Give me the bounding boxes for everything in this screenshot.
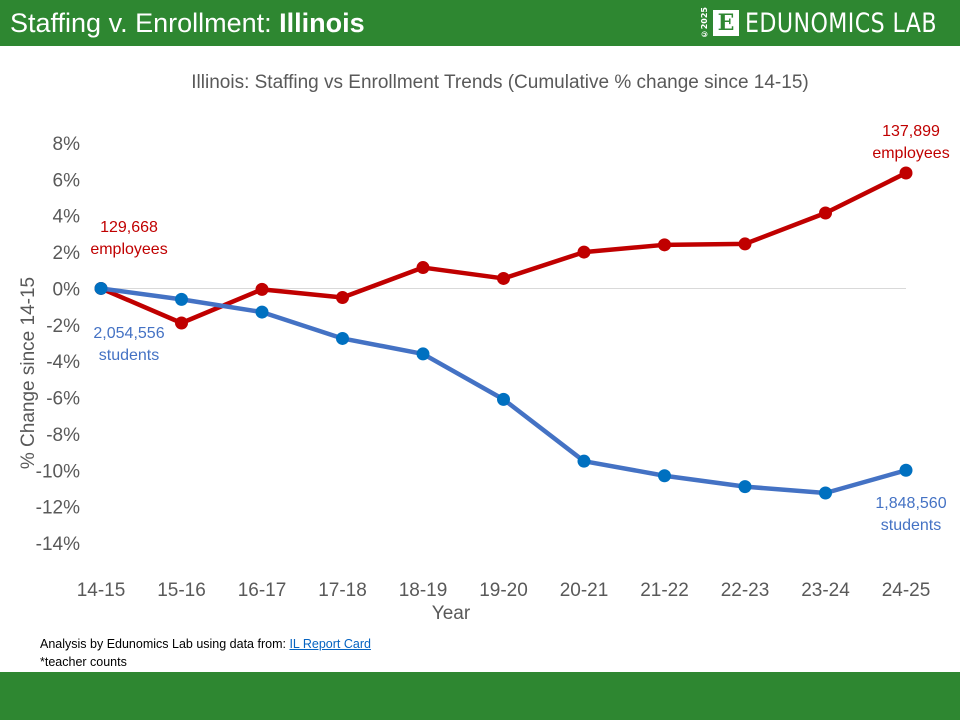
line-chart: Illinois: Staffing vs Enrollment Trends … [18,72,950,624]
y-tick-label: -4% [46,352,80,373]
source-prefix: Analysis by Edunomics Lab using data fro… [40,637,290,651]
footer-bar [0,672,960,720]
annotation-value: 1,848,560 [875,495,946,512]
students-point [899,463,913,477]
annotation-value: 129,668 [100,219,158,236]
staff-point [255,282,269,296]
footer-notes: Analysis by Edunomics Lab using data fro… [40,635,371,671]
teacher-count-note: *teacher counts [40,655,127,669]
series-layer [94,166,913,500]
y-tick-label: -8% [46,425,80,446]
edunomics-logo: ©2025 E EDUNOMICS LAB [700,6,950,40]
y-tick-label: 0% [53,279,81,300]
staff-line [100,170,908,326]
y-axis-label: % Change since 14-15 [18,277,39,469]
page-title: Staffing v. Enrollment: Illinois [10,6,365,40]
students-point [336,331,349,345]
x-tick-label: 18-19 [399,580,448,601]
logo-e-icon: E [713,10,739,36]
x-tick-label: 17-18 [318,580,367,601]
staff-series [94,166,913,330]
annotation-unit: employees [90,241,167,258]
students-point [577,454,591,468]
y-tick-label: 4% [53,207,81,228]
x-tick-label: 23-24 [801,580,850,601]
staff-point [819,206,832,220]
students-point [416,347,430,361]
students-point [819,486,832,500]
x-tick-label: 20-21 [560,580,609,601]
x-tick-label: 19-20 [479,580,528,601]
source-line: Analysis by Edunomics Lab using data fro… [40,635,371,653]
staff-point [336,291,349,305]
staff-point [577,245,591,259]
x-tick-label: 22-23 [721,580,770,601]
annotation-unit: students [99,347,159,364]
students-point [738,480,752,494]
staff-point [738,237,752,251]
staff-point [497,271,510,285]
annotation-layer: 129,668 employees 137,899 employees 2,054,55… [90,123,949,534]
students-point [175,292,188,306]
staff-point [175,316,188,330]
x-tick-label: 21-22 [640,580,689,601]
x-tick-label: 24-25 [882,580,931,601]
annotation-unit: students [881,517,941,534]
students-line [100,286,907,496]
chart-title: Illinois: Staffing vs Enrollment Trends … [191,72,808,93]
students-point [497,392,510,406]
y-tick-label: -12% [36,498,80,519]
students-point [94,281,108,295]
x-tick-label: 16-17 [238,580,287,601]
x-tick-label: 14-15 [77,580,126,601]
data-annotation: 129,668 employees [90,219,167,258]
y-tick-label: -2% [46,316,80,337]
y-tick-label: 2% [53,243,81,264]
data-annotation: 137,899 employees [872,123,949,162]
data-annotation: 2,054,556 students [93,325,164,364]
staff-point [416,261,430,275]
annotation-value: 137,899 [882,123,940,140]
y-tick-label: 6% [53,170,81,191]
annotation-unit: employees [872,145,949,162]
staff-point [899,166,913,180]
page-title-prefix: Staffing v. Enrollment: [10,8,280,38]
x-tick-label: 15-16 [157,580,206,601]
header-bar: Staffing v. Enrollment: Illinois ©2025 E… [0,0,960,46]
staff-point [658,238,671,252]
students-point [658,469,671,483]
logo-copyright: ©2025 [700,7,709,39]
y-axis-ticks: 8% 6% 4% 2% 0% -2% -4% -6% -8% -10% -12% -14% [36,134,80,555]
x-axis-ticks: 14-15 15-16 16-17 17-18 18-19 19-20 20-21 21-22… [77,580,931,601]
logo-text: EDUNOMICS LAB [745,7,937,39]
students-point [255,305,269,319]
y-tick-label: -10% [36,461,80,482]
page-title-state: Illinois [279,8,365,38]
y-tick-label: -14% [36,534,80,555]
data-annotation: 1,848,560 students [875,495,946,534]
x-axis-label: Year [432,603,471,624]
annotation-value: 2,054,556 [93,325,164,342]
source-link[interactable]: IL Report Card [289,637,371,651]
y-tick-label: -6% [46,389,80,410]
y-tick-label: 8% [53,134,81,155]
students-series [94,281,913,500]
